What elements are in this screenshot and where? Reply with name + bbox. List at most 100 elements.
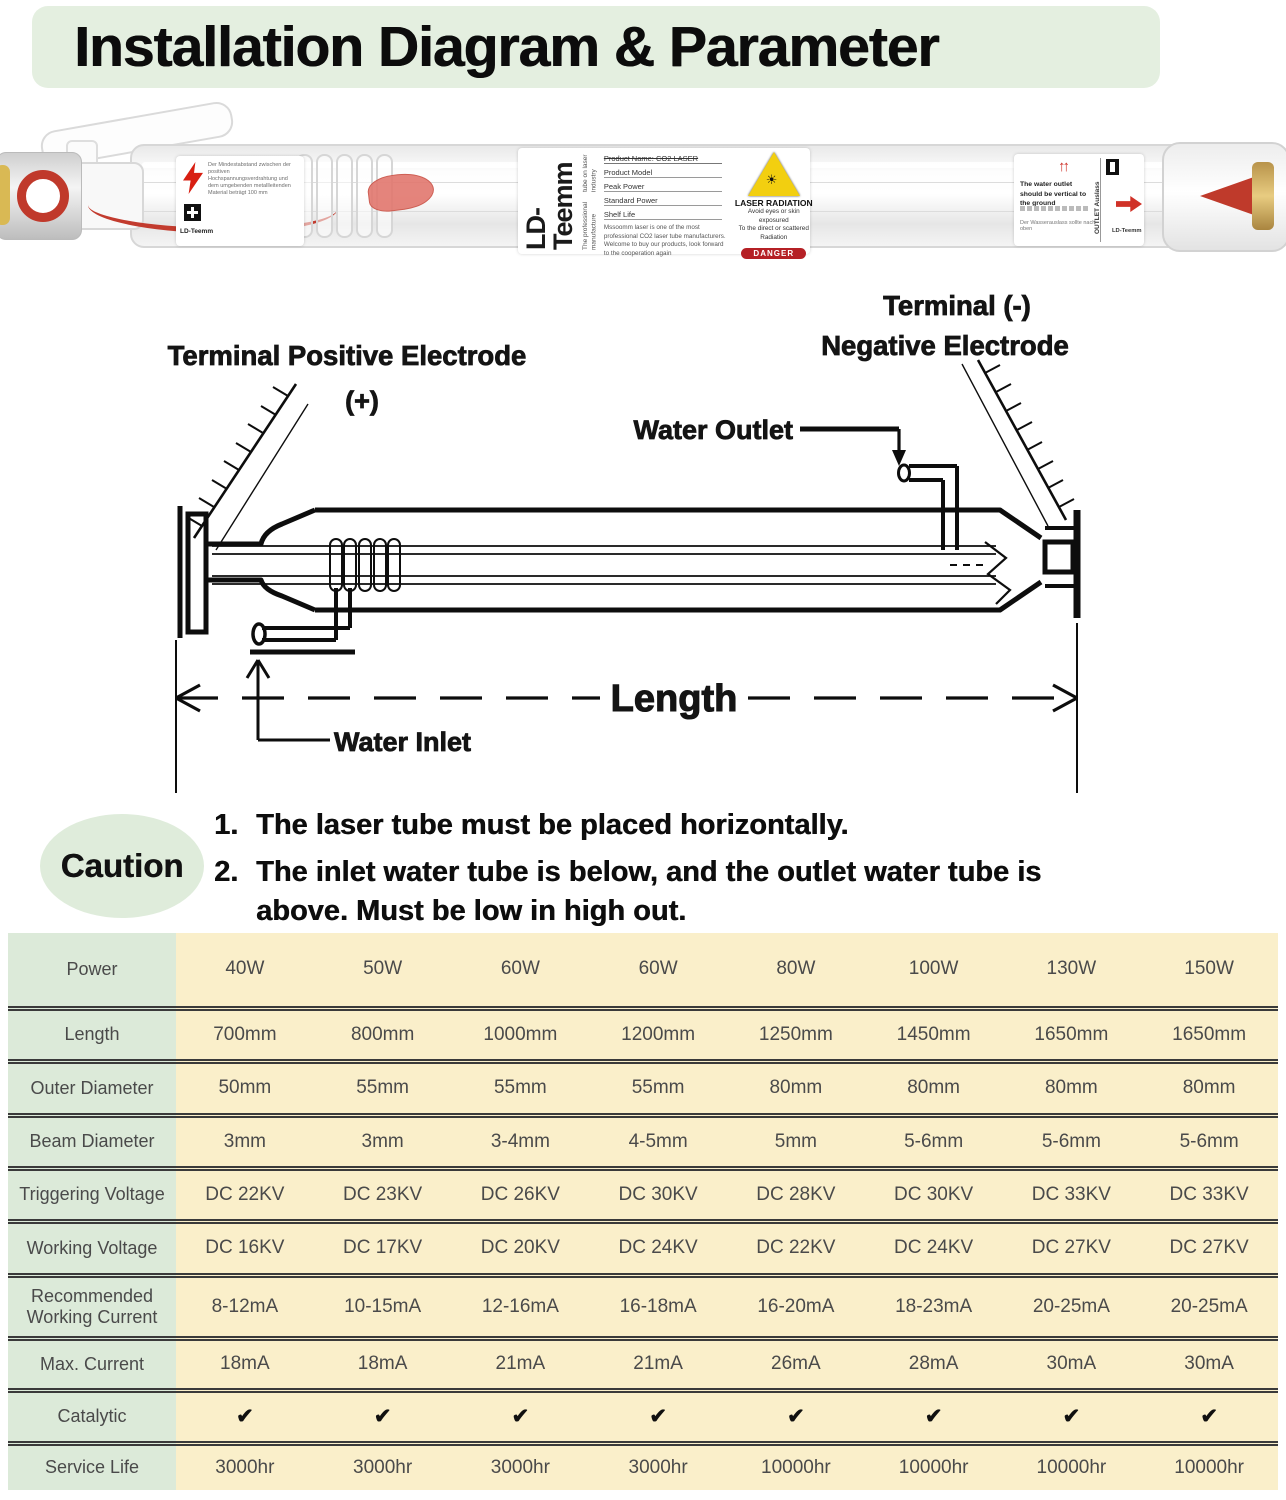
param-cell: 1650mm	[1140, 1005, 1278, 1061]
tube-left-cap	[0, 152, 82, 240]
table-row: Outer Diameter 50mm 55mm 55mm 55mm 80mm 80mm 80…	[8, 1058, 1278, 1115]
laser-warning-icon: ☀	[747, 152, 800, 196]
param-cell: 80mm	[1002, 1058, 1141, 1115]
param-cell: ✔	[1002, 1387, 1141, 1443]
row-label: Service Life	[8, 1440, 176, 1490]
param-cell: 18-23mA	[864, 1272, 1003, 1338]
param-cell: 100W	[864, 933, 1003, 1008]
red-electrode-ring	[17, 170, 69, 222]
param-cell: 26mA	[727, 1335, 865, 1390]
table-row: Power 40W 50W 60W 60W 80W 100W 130W 150W	[8, 933, 1278, 1008]
row-label: Power	[8, 933, 176, 1008]
row-label: Max. Current	[8, 1335, 176, 1390]
param-cell: 60W	[451, 933, 590, 1008]
param-cell: DC 24KV	[589, 1218, 727, 1275]
caution-list: 1. The laser tube must be placed horizon…	[214, 800, 1086, 939]
param-cell: 1650mm	[1002, 1005, 1141, 1061]
table-row: Triggering Voltage DC 22KV DC 23KV DC 26KV D…	[8, 1165, 1278, 1221]
param-cell: 1200mm	[589, 1005, 727, 1061]
row-label: Outer Diameter	[8, 1058, 176, 1115]
param-cell: DC 23KV	[313, 1165, 452, 1221]
parameter-table-body: Power 40W 50W 60W 60W 80W 100W 130W 150W Length 70…	[8, 933, 1278, 1490]
param-cell: ✔	[1140, 1387, 1278, 1443]
field-peak-power: Peak Power	[603, 182, 722, 192]
red-cone	[1200, 176, 1256, 216]
param-cell: ✔	[451, 1387, 590, 1443]
caution-item-2: 2. The inlet water tube is below, and th…	[214, 856, 1042, 927]
field-shelf-life: Shelf Life	[603, 210, 722, 220]
param-cell: 30mA	[1002, 1335, 1141, 1390]
param-cell: 5mm	[727, 1112, 865, 1168]
param-cell: 10000hr	[727, 1440, 865, 1490]
row-label: Triggering Voltage	[8, 1165, 176, 1221]
param-cell: 12-16mA	[451, 1272, 590, 1338]
terminal-positive-label: Terminal Positive Electrode	[168, 340, 527, 371]
param-cell: 1450mm	[864, 1005, 1003, 1061]
param-cell: DC 24KV	[864, 1218, 1003, 1275]
field-product-model: Product Model	[603, 168, 722, 178]
param-cell: ✔	[864, 1387, 1003, 1443]
brand-text: LD-Teemm	[180, 228, 214, 235]
param-cell: 3000hr	[589, 1440, 727, 1490]
param-cell: ✔	[589, 1387, 727, 1443]
param-cell: 1000mm	[451, 1005, 590, 1061]
param-cell: 10000hr	[1140, 1440, 1278, 1490]
row-label: Catalytic	[8, 1387, 176, 1443]
param-cell: 3mm	[176, 1112, 314, 1168]
row-label: Recommended Working Current	[8, 1272, 176, 1338]
tagline: The professional manufacture tube on las…	[582, 154, 598, 250]
param-cell: DC 27KV	[1140, 1218, 1278, 1275]
param-cell: 1250mm	[727, 1005, 865, 1061]
param-cell: 50W	[313, 933, 452, 1008]
param-cell: 3mm	[313, 1112, 452, 1168]
brand-vertical-text: LD-Teemm	[521, 162, 578, 250]
param-cell: 18mA	[313, 1335, 452, 1390]
water-inlet-label: Water Inlet	[334, 727, 471, 757]
param-cell: 16-18mA	[589, 1272, 727, 1338]
installation-diagram: Terminal Positive Electrode (+) Terminal…	[167, 290, 1081, 793]
laser-tube-photo: Der Mindestabstand zwischen der positive…	[0, 99, 1286, 274]
table-row: Service Life 3000hr 3000hr 3000hr 3000hr 1000…	[8, 1440, 1278, 1490]
param-cell: 55mm	[589, 1058, 727, 1115]
parameter-table: Power 40W 50W 60W 60W 80W 100W 130W 150W Length 70…	[8, 933, 1278, 1490]
table-row: Beam Diameter 3mm 3mm 3-4mm 4-5mm 5mm 5-6mm 5-6…	[8, 1112, 1278, 1168]
terminal-negative-label: Terminal (-)	[883, 290, 1031, 321]
caution-section: Caution 1. The laser tube must be placed…	[40, 800, 1250, 939]
table-row: Recommended Working Current 8-12mA 10-15mA…	[8, 1272, 1278, 1338]
param-cell: 4-5mm	[589, 1112, 727, 1168]
param-cell: 20-25mA	[1002, 1272, 1141, 1338]
tube-right-end	[1162, 142, 1286, 252]
param-cell: 3000hr	[451, 1440, 590, 1490]
outlet-note: The water outlet should be vertical to t…	[1020, 181, 1087, 208]
param-cell: 30mA	[1140, 1335, 1278, 1390]
param-cell: 150W	[1140, 933, 1278, 1008]
param-cell: DC 22KV	[727, 1218, 865, 1275]
warning-block: ☀ LASER RADIATION Avoid eyes or skin exp…	[734, 152, 813, 259]
caution-badge: Caution	[40, 814, 204, 918]
param-cell: 80mm	[727, 1058, 865, 1115]
warning-title: LASER RADIATION	[734, 198, 813, 208]
row-label: Working Voltage	[8, 1218, 176, 1275]
field-product-name: Product Name: CO2 LASER	[603, 154, 722, 164]
param-cell: DC 30KV	[589, 1165, 727, 1221]
water-outlet-label: Water Outlet	[633, 415, 793, 445]
param-cell: 20-25mA	[1140, 1272, 1278, 1338]
table-row: Length 700mm 800mm 1000mm 1200mm 1250mm 1450mm…	[8, 1005, 1278, 1061]
fine-print: Der Wasserauslass sollte nach oben	[1020, 220, 1096, 232]
param-cell: 80W	[727, 933, 865, 1008]
param-cell: 10000hr	[864, 1440, 1003, 1490]
param-cell: 80mm	[1140, 1058, 1278, 1115]
up-arrows-icon: ↑↑	[1058, 158, 1070, 175]
param-cell: DC 20KV	[451, 1218, 590, 1275]
row-label: Beam Diameter	[8, 1112, 176, 1168]
table-row: Max. Current 18mA 18mA 21mA 21mA 26mA 28mA 30mA…	[8, 1335, 1278, 1390]
param-cell: 16-20mA	[727, 1272, 865, 1338]
param-cell: 28mA	[864, 1335, 1003, 1390]
param-cell: DC 33KV	[1002, 1165, 1141, 1221]
tube-label-center: LD-Teemm The professional manufacture tu…	[518, 148, 813, 259]
param-cell: 80mm	[864, 1058, 1003, 1115]
param-cell: 3000hr	[313, 1440, 452, 1490]
param-cell: 3000hr	[176, 1440, 314, 1490]
param-cell: DC 30KV	[864, 1165, 1003, 1221]
